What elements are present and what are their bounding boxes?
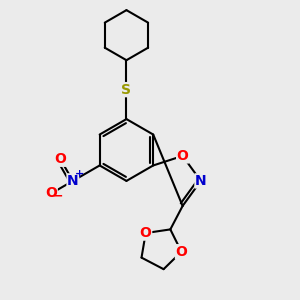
Text: −: −	[52, 190, 63, 203]
Text: +: +	[75, 169, 84, 179]
Text: O: O	[45, 186, 57, 200]
Text: N: N	[67, 174, 79, 188]
Text: S: S	[122, 82, 131, 97]
Text: O: O	[54, 152, 66, 166]
Text: O: O	[176, 245, 188, 259]
Text: N: N	[195, 174, 207, 188]
Text: O: O	[140, 226, 152, 240]
Text: O: O	[177, 149, 189, 163]
